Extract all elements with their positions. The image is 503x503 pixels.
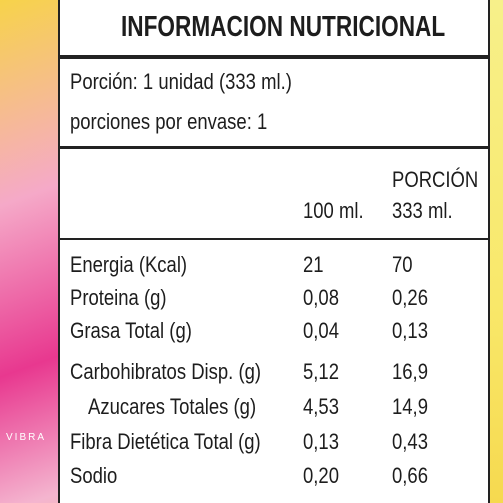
label-panel <box>58 0 490 503</box>
value-per-portion: 14,9 <box>392 394 428 419</box>
value-per-portion: 0,26 <box>392 285 428 310</box>
value-per-100: 0,13 <box>303 429 339 454</box>
column-header: 333 ml. <box>392 198 453 223</box>
value-per-100: 4,53 <box>303 394 339 419</box>
rule <box>58 55 490 59</box>
nutrient-label: Fibra Dietética Total (g) <box>70 429 261 454</box>
watermark: VIBRA <box>6 432 47 443</box>
value-per-100: 5,12 <box>303 359 339 384</box>
nutrient-label: Sodio <box>70 463 118 488</box>
column-header: 100 ml. <box>303 198 364 223</box>
title: INFORMACION NUTRICIONAL <box>121 11 446 43</box>
value-per-100: 21 <box>303 252 324 277</box>
value-per-100: 0,20 <box>303 463 339 488</box>
rule <box>58 146 490 149</box>
column-header: PORCIÓN <box>392 167 479 192</box>
value-per-portion: 0,43 <box>392 429 428 454</box>
nutrient-label: Carbohibratos Disp. (g) <box>70 359 262 384</box>
background-stripe <box>490 0 503 503</box>
nutrient-label: Proteina (g) <box>70 285 167 310</box>
nutrient-label: Grasa Total (g) <box>70 318 192 343</box>
nutrient-label: Azucares Totales (g) <box>88 394 257 419</box>
value-per-portion: 0,66 <box>392 463 428 488</box>
portion-line: Porción: 1 unidad (333 ml.) <box>70 69 292 94</box>
value-per-100: 0,04 <box>303 318 339 343</box>
value-per-portion: 0,13 <box>392 318 428 343</box>
nutrient-label: Energia (Kcal) <box>70 252 188 277</box>
value-per-portion: 16,9 <box>392 359 428 384</box>
portion-line: porciones por envase: 1 <box>70 109 268 134</box>
rule <box>58 238 490 240</box>
value-per-portion: 70 <box>392 252 413 277</box>
value-per-100: 0,08 <box>303 285 339 310</box>
